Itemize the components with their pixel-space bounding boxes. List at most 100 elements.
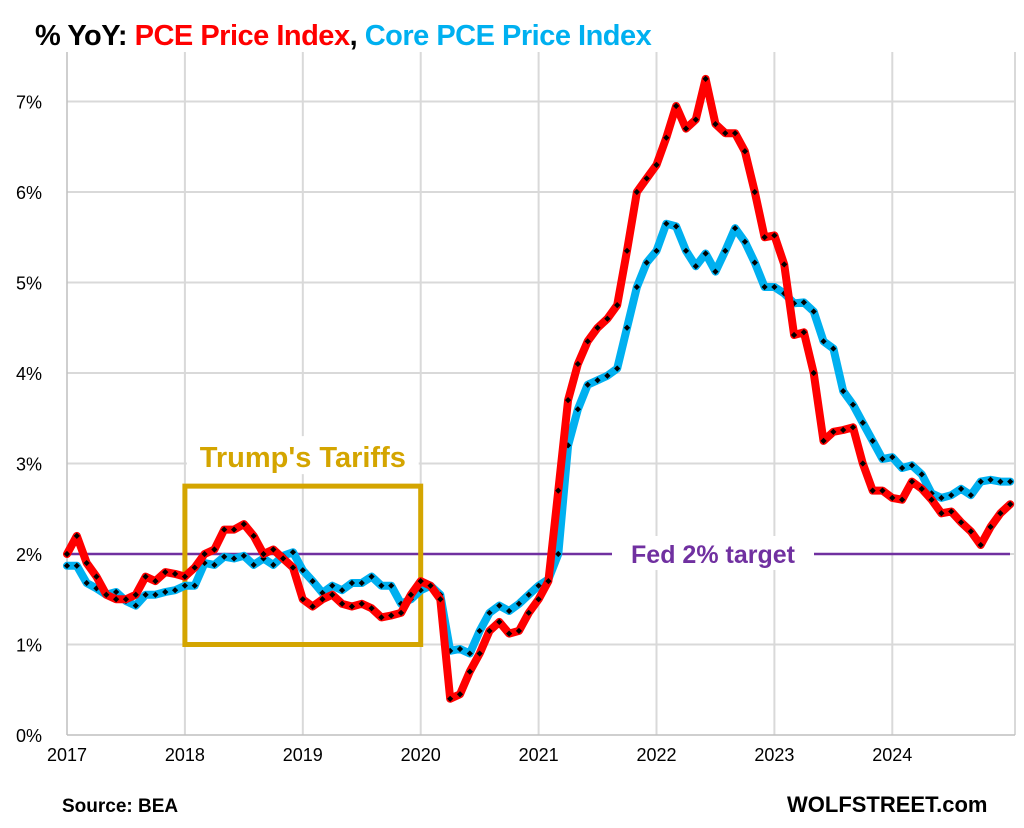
data-point-marker	[515, 600, 523, 607]
data-point-marker	[594, 377, 601, 384]
chart-title: % YoY: PCE Price Index, Core PCE Price I…	[35, 20, 652, 53]
data-point-marker	[535, 596, 542, 603]
data-point-marker	[957, 485, 965, 492]
data-point-marker	[761, 283, 768, 291]
data-point-marker	[515, 627, 523, 635]
data-point-marker	[388, 582, 395, 589]
data-point-marker	[506, 607, 513, 615]
fed-target-label-bg	[612, 536, 814, 570]
data-point-marker	[142, 573, 149, 580]
data-point-marker	[240, 552, 247, 559]
data-point-marker	[800, 329, 807, 336]
data-point-marker	[260, 550, 267, 558]
data-point-marker	[751, 259, 758, 266]
data-point-marker	[771, 283, 778, 291]
data-point-marker	[948, 508, 955, 515]
data-point-marker	[849, 401, 857, 408]
data-point-marker	[859, 419, 866, 426]
source-label: Source: BEA	[62, 796, 179, 817]
tariffs-label: Trump's Tariffs	[200, 442, 406, 474]
data-point-marker	[987, 523, 994, 530]
data-point-marker	[211, 546, 218, 553]
title-pce: PCE Price Index	[134, 20, 350, 52]
data-point-marker	[338, 587, 346, 594]
y-tick-label: 0%	[16, 726, 42, 746]
data-point-marker	[270, 561, 277, 568]
data-point-marker	[849, 424, 857, 431]
x-tick-label: 2023	[754, 745, 794, 765]
x-tick-label: 2024	[872, 745, 912, 765]
y-tick-label: 6%	[16, 183, 42, 203]
data-point-marker	[162, 568, 169, 576]
data-point-marker	[810, 308, 817, 315]
fed-target-label: Fed 2% target	[631, 541, 796, 569]
data-point-marker	[948, 492, 955, 499]
data-point-marker	[918, 485, 925, 492]
data-point-marker	[506, 630, 513, 637]
data-point-marker	[456, 691, 464, 698]
data-point-marker	[309, 578, 316, 585]
data-point-marker	[869, 487, 876, 494]
data-point-marker	[967, 528, 975, 535]
data-point-marker	[358, 600, 365, 607]
data-point-marker	[368, 573, 375, 580]
data-point-marker	[466, 650, 473, 657]
data-point-marker	[289, 549, 297, 556]
x-tick-label: 2020	[401, 745, 441, 765]
data-point-marker	[132, 591, 139, 598]
data-point-marker	[790, 331, 798, 339]
y-tick-label: 5%	[16, 274, 42, 294]
data-point-marker	[358, 579, 365, 587]
data-point-marker	[466, 668, 473, 675]
data-point-marker	[957, 519, 965, 526]
y-tick-label: 4%	[16, 364, 42, 384]
data-point-marker	[240, 521, 247, 528]
data-point-marker	[525, 609, 532, 616]
data-point-marker	[309, 603, 316, 610]
data-point-marker	[486, 627, 493, 635]
x-tick-label: 2018	[165, 745, 205, 765]
title-core: Core PCE Price Index	[364, 20, 652, 52]
tariffs-label-bg	[186, 436, 419, 475]
core-pce-series	[63, 219, 1015, 658]
title-sep: ,	[349, 20, 365, 52]
data-point-marker	[535, 582, 542, 589]
x-tick-label: 2021	[519, 745, 559, 765]
y-tick-label: 7%	[16, 93, 42, 113]
data-point-marker	[977, 541, 984, 549]
data-point-marker	[555, 550, 562, 558]
data-point-marker	[643, 259, 650, 266]
data-point-marker	[564, 397, 572, 404]
x-tick-label: 2017	[47, 745, 87, 765]
data-point-marker	[289, 564, 297, 571]
pce-series	[63, 74, 1015, 703]
data-point-marker	[781, 261, 788, 268]
data-point-marker	[417, 578, 424, 585]
data-point-marker	[525, 591, 532, 598]
data-point-marker	[191, 582, 198, 589]
data-point-marker	[899, 464, 906, 472]
data-point-marker	[633, 283, 640, 291]
y-tick-label: 2%	[16, 545, 42, 565]
data-point-marker	[486, 609, 493, 616]
title-prefix: % YoY:	[35, 20, 135, 52]
data-point-marker	[692, 263, 699, 270]
x-tick-label: 2019	[283, 745, 323, 765]
data-point-marker	[103, 591, 110, 598]
tariffs-box	[182, 483, 424, 647]
data-point-marker	[152, 591, 159, 598]
brand-label: WOLFSTREET.com	[787, 792, 988, 817]
x-tick-label: 2022	[636, 745, 676, 765]
data-point-marker	[437, 596, 444, 603]
data-point-marker	[368, 605, 375, 612]
data-point-marker	[338, 600, 346, 607]
data-point-marker	[545, 578, 552, 585]
y-tick-label: 1%	[16, 636, 42, 656]
data-point-marker	[879, 487, 886, 494]
data-point-marker	[142, 591, 149, 598]
data-point-marker	[456, 645, 464, 653]
data-point-marker	[918, 471, 925, 478]
data-point-marker	[967, 492, 975, 499]
